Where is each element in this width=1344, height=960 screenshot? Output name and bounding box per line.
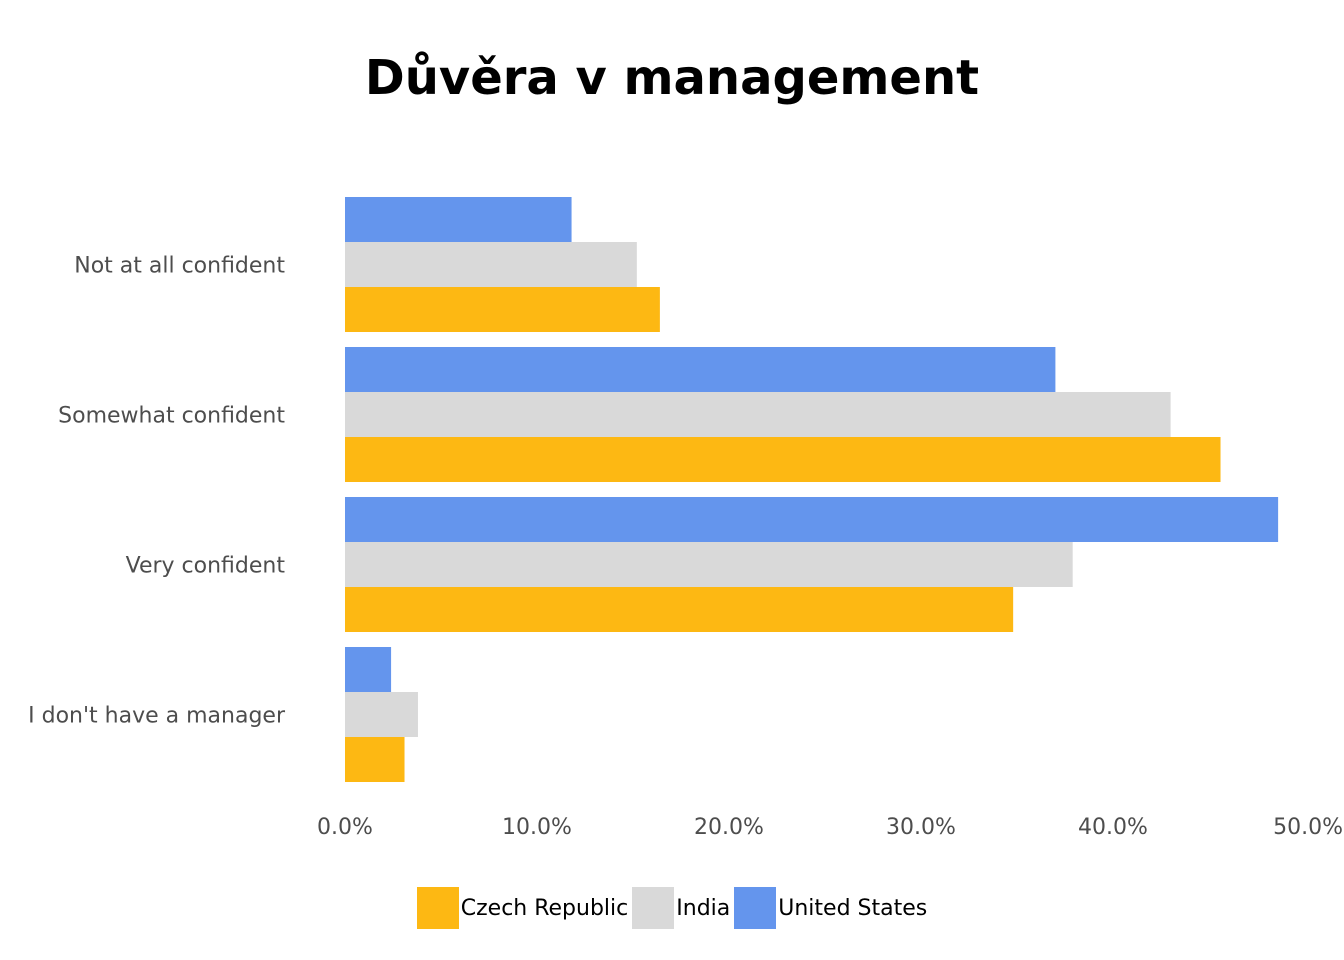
bar-united-states-not-at-all-confident <box>345 197 572 242</box>
bar-united-states-i-don-t-have-a-manager <box>345 647 392 692</box>
bar-united-states-somewhat-confident <box>345 347 1056 392</box>
bar-india-not-at-all-confident <box>345 242 637 287</box>
bar-india-i-don-t-have-a-manager <box>345 692 418 737</box>
bar-india-very-confident <box>345 542 1073 587</box>
x-tick-label: 30.0% <box>886 815 956 840</box>
legend-label: India <box>676 895 731 921</box>
legend-item-india: India <box>632 887 730 929</box>
bar-czech-republic-not-at-all-confident <box>345 287 660 332</box>
bar-czech-republic-somewhat-confident <box>345 437 1221 482</box>
legend-swatch <box>632 887 675 929</box>
legend-swatch <box>734 887 777 929</box>
x-tick-label: 10.0% <box>502 815 572 840</box>
bar-india-somewhat-confident <box>345 392 1171 437</box>
category-label: Somewhat confident <box>58 404 285 429</box>
category-label: Very confident <box>126 554 286 579</box>
x-tick-label: 50.0% <box>1273 815 1343 840</box>
x-tick-label: 0.0% <box>317 815 373 840</box>
legend-item-united-states: United States <box>734 887 927 929</box>
legend-label: Czech Republic <box>460 895 629 921</box>
bar-united-states-very-confident <box>345 497 1279 542</box>
legend-item-czech-republic: Czech Republic <box>416 887 629 929</box>
bar-czech-republic-i-don-t-have-a-manager <box>345 737 405 782</box>
chart-plot: Not at all confident Somewhat confident Ve… <box>28 197 1343 840</box>
x-tick-label: 20.0% <box>694 815 764 840</box>
chart-legend: Czech Republic India United States <box>0 887 1344 929</box>
bar-czech-republic-very-confident <box>345 587 1014 632</box>
category-label: Not at all confident <box>74 254 285 279</box>
chart-title: Důvěra v management <box>364 50 980 106</box>
x-tick-label: 40.0% <box>1078 815 1148 840</box>
legend-swatch <box>416 887 459 929</box>
category-label: I don't have a manager <box>28 704 286 729</box>
legend-label: United States <box>778 895 928 921</box>
